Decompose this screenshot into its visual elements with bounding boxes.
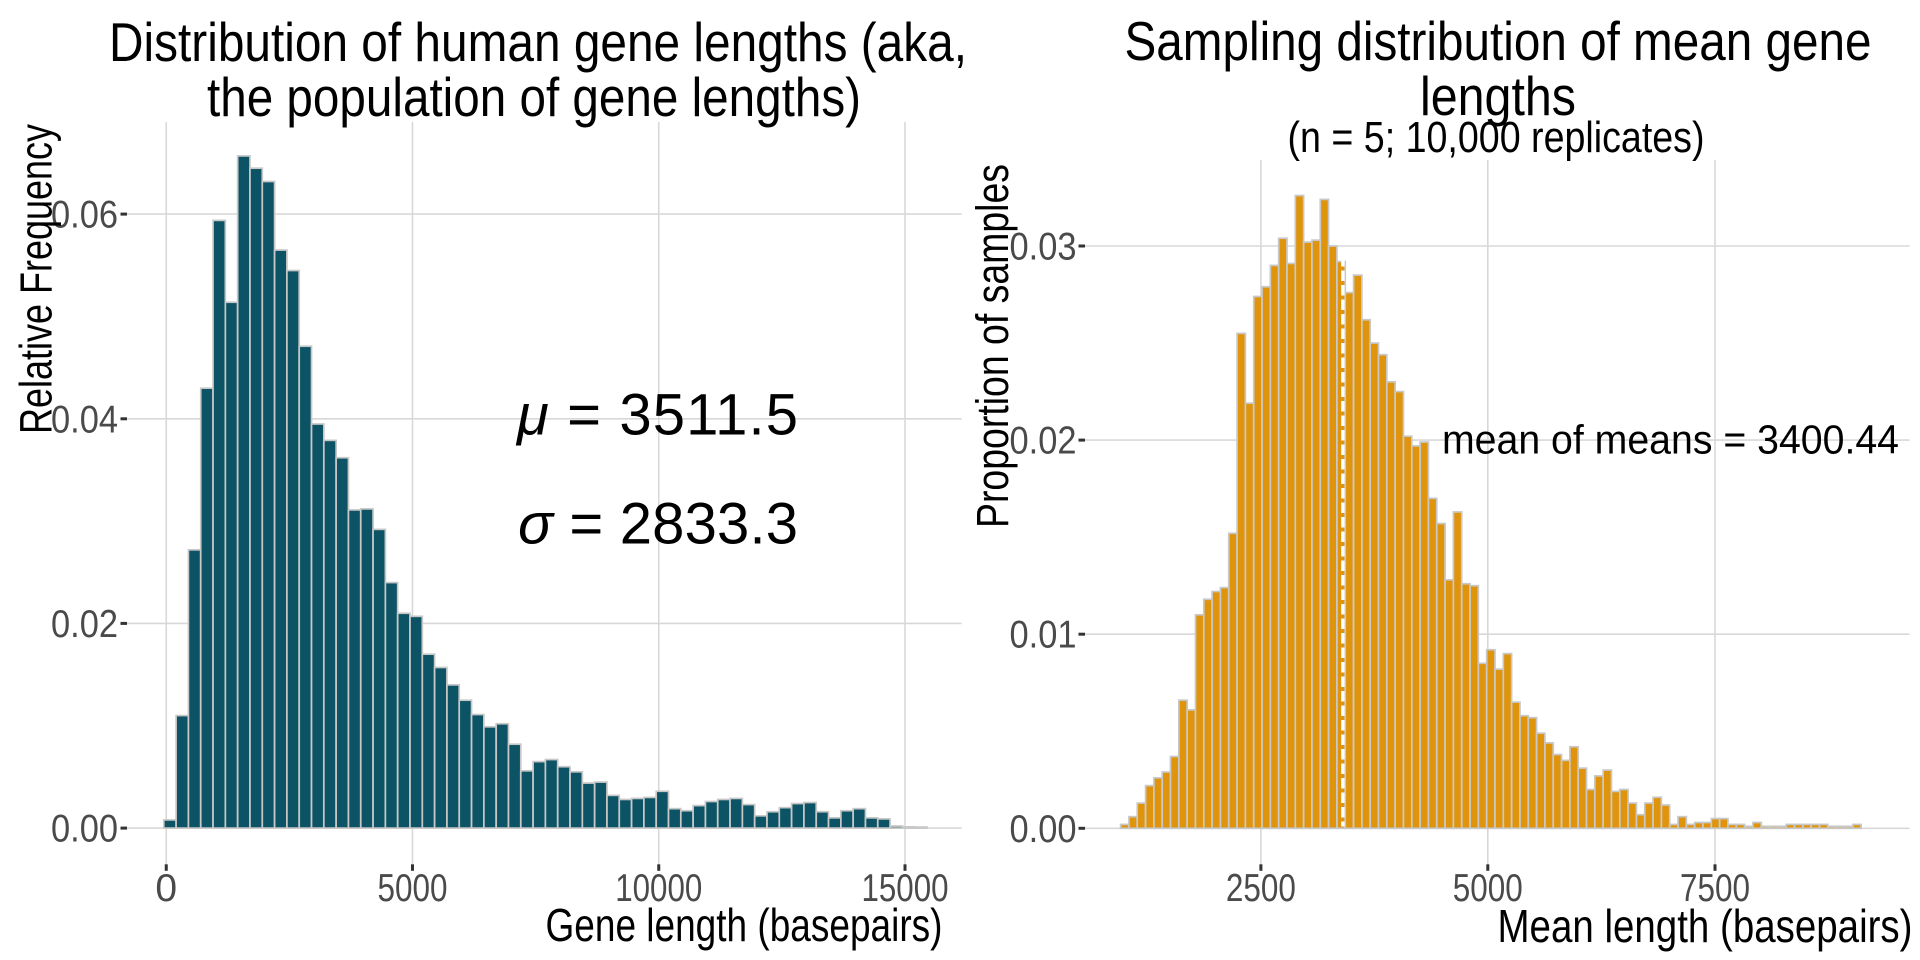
svg-text:Relative Frequency: Relative Frequency: [11, 124, 62, 434]
svg-text:σ = 2833.3: σ = 2833.3: [518, 491, 798, 556]
svg-text:0.03: 0.03: [1010, 226, 1077, 269]
svg-text:15000: 15000: [862, 867, 949, 910]
svg-text:0.02: 0.02: [51, 603, 118, 646]
svg-text:0.06: 0.06: [51, 194, 118, 237]
svg-text:mean of means = 3400.44: mean of means = 3400.44: [1442, 417, 1899, 463]
svg-text:10000: 10000: [615, 867, 702, 910]
svg-text:2500: 2500: [1226, 867, 1296, 910]
svg-text:0.00: 0.00: [51, 808, 118, 851]
svg-text:(n = 5; 10,000 replicates): (n = 5; 10,000 replicates): [1288, 113, 1705, 162]
svg-text:μ = 3511.5: μ = 3511.5: [515, 383, 798, 448]
svg-text:the population of gene lengths: the population of gene lengths): [207, 66, 861, 128]
svg-text:0.01: 0.01: [1010, 614, 1077, 657]
svg-text:0.04: 0.04: [51, 398, 118, 441]
svg-text:7500: 7500: [1680, 867, 1750, 910]
svg-text:5000: 5000: [378, 867, 448, 910]
svg-text:Sampling distribution of mean: Sampling distribution of mean gene: [1125, 10, 1872, 72]
svg-text:5000: 5000: [1453, 867, 1523, 910]
svg-text:Distribution of human gene len: Distribution of human gene lengths (aka,: [109, 11, 967, 73]
svg-text:Gene length (basepairs): Gene length (basepairs): [546, 899, 943, 951]
svg-text:Proportion of samples: Proportion of samples: [967, 164, 1018, 528]
svg-text:0: 0: [155, 867, 177, 910]
svg-text:0.00: 0.00: [1010, 808, 1077, 851]
svg-text:lengths: lengths: [1420, 65, 1576, 127]
svg-text:0.02: 0.02: [1010, 420, 1077, 463]
svg-text:Mean length (basepairs): Mean length (basepairs): [1498, 900, 1913, 952]
